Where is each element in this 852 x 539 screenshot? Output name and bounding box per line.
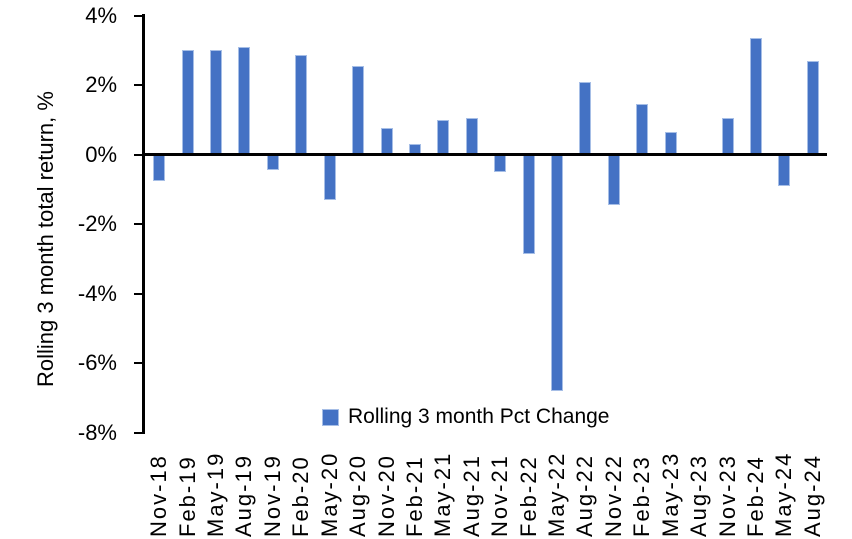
- x-axis-label: Nov-21: [487, 454, 513, 537]
- legend-label: Rolling 3 month Pct Change: [348, 405, 610, 428]
- x-axis-label: Aug-19: [231, 454, 257, 537]
- x-axis-label: Nov-19: [259, 454, 285, 537]
- y-axis-tick-label: -8%: [77, 419, 117, 445]
- zero-baseline: [142, 153, 827, 156]
- bar: [579, 81, 592, 155]
- bar: [465, 118, 478, 155]
- x-axis-label: Nov-20: [373, 454, 399, 537]
- bar: [749, 38, 762, 155]
- y-axis-tick-mark: [134, 292, 142, 295]
- x-axis-label: May-19: [203, 451, 229, 537]
- bar: [181, 50, 194, 155]
- bar: [778, 154, 791, 186]
- x-axis-label: Nov-22: [600, 454, 626, 537]
- bar: [352, 65, 365, 155]
- y-axis-tick-label: 2%: [85, 72, 117, 97]
- x-axis-label: Feb-24: [742, 455, 768, 537]
- y-axis-tick-label: -6%: [77, 350, 117, 375]
- bar: [607, 154, 620, 205]
- bar: [721, 118, 734, 155]
- x-axis-label: Nov-23: [714, 454, 740, 537]
- x-axis-label: Feb-20: [288, 455, 314, 537]
- y-axis-tick-label: -4%: [77, 280, 117, 306]
- y-axis-tick-label: -2%: [77, 211, 117, 236]
- x-axis-label: May-22: [544, 451, 570, 537]
- bar: [806, 60, 819, 155]
- x-axis-label: Aug-22: [572, 454, 598, 537]
- bar: [266, 154, 279, 171]
- bar: [153, 154, 166, 181]
- y-axis-tick-label: 0%: [85, 141, 117, 167]
- y-axis-tick-mark: [134, 84, 142, 86]
- x-axis-label: Nov-18: [146, 454, 172, 537]
- bar: [551, 154, 564, 391]
- y-axis-tick-mark: [134, 223, 142, 225]
- x-axis-label: Aug-23: [686, 454, 712, 537]
- bar: [636, 104, 649, 155]
- bar: [437, 119, 450, 155]
- x-axis-label: Aug-21: [458, 454, 484, 537]
- bar: [295, 55, 308, 155]
- legend-swatch-icon: [322, 408, 339, 426]
- x-axis-label: May-21: [430, 451, 456, 537]
- x-axis-label: Feb-19: [174, 455, 200, 537]
- bar: [210, 50, 223, 155]
- x-axis-label: May-24: [771, 451, 797, 537]
- x-axis-label: Aug-24: [799, 454, 825, 537]
- x-axis-label: Feb-21: [401, 455, 427, 537]
- x-axis-label: Feb-23: [629, 455, 655, 537]
- bar: [664, 131, 677, 155]
- bar: [380, 128, 393, 155]
- bar: [323, 154, 336, 200]
- y-axis-tick-mark: [134, 362, 142, 364]
- y-axis-tick-mark: [134, 14, 142, 17]
- y-axis-tick-mark: [134, 431, 142, 434]
- x-axis-label: May-20: [316, 451, 342, 537]
- bar: [522, 154, 535, 254]
- bar: [494, 154, 507, 172]
- y-axis-line: [142, 14, 145, 434]
- legend: Rolling 3 month Pct Change: [322, 404, 610, 430]
- x-axis-label: May-23: [657, 451, 683, 537]
- bar: [238, 46, 251, 155]
- y-axis-tick-mark: [134, 153, 142, 156]
- y-axis-tick-label: 4%: [85, 2, 117, 28]
- x-axis-label: Feb-22: [515, 455, 541, 537]
- x-axis-label: Aug-20: [345, 454, 371, 537]
